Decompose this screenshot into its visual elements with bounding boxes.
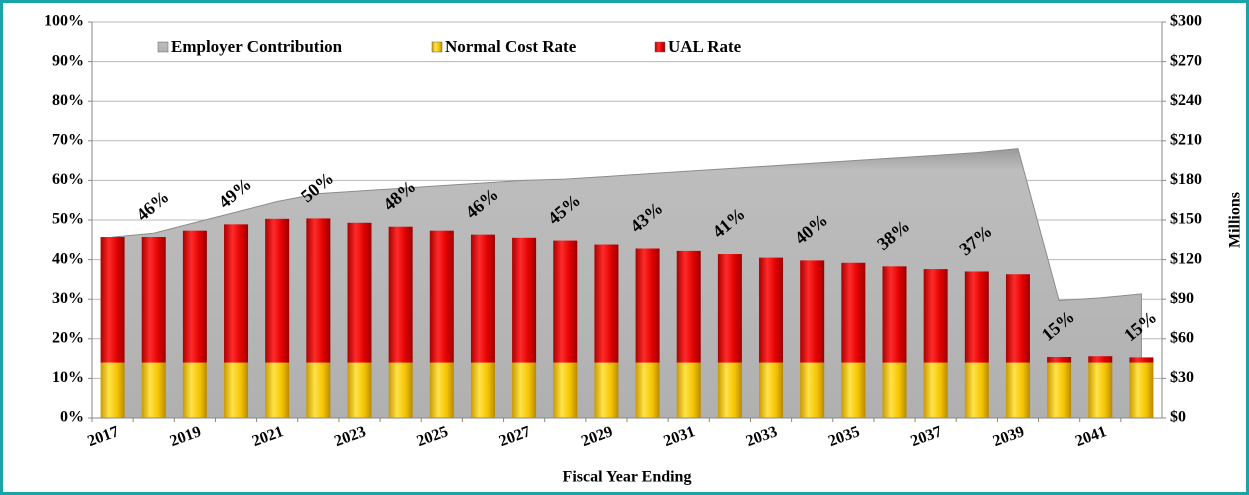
bar xyxy=(635,248,660,363)
y-tick-label: 50% xyxy=(52,211,84,228)
bar xyxy=(759,257,784,363)
x-axis-title: Fiscal Year Ending xyxy=(563,469,692,486)
bar xyxy=(882,362,907,418)
bar xyxy=(1088,362,1113,418)
bar xyxy=(388,226,413,363)
x-tick-label: 2039 xyxy=(991,423,1027,450)
bar xyxy=(100,362,125,418)
data-label: 49% xyxy=(215,174,255,212)
y-tick-label: 40% xyxy=(52,250,84,267)
x-tick-label: 2041 xyxy=(1073,423,1109,450)
y-tick-label: 10% xyxy=(52,369,84,386)
bar xyxy=(347,222,372,363)
bar xyxy=(141,237,166,363)
y-tick-label: 80% xyxy=(52,92,84,109)
y2-tick-label: $210 xyxy=(1170,131,1202,148)
x-tick-label: 2023 xyxy=(332,423,368,450)
bar xyxy=(800,362,825,418)
bar xyxy=(635,362,660,418)
y2-tick-label: $150 xyxy=(1170,211,1202,228)
bar xyxy=(100,237,125,363)
x-tick-label: 2031 xyxy=(661,423,697,450)
y2-tick-label: $30 xyxy=(1170,369,1194,386)
bar xyxy=(512,237,537,363)
bar xyxy=(841,362,866,418)
y2-tick-label: $120 xyxy=(1170,250,1202,267)
bar xyxy=(141,362,166,418)
x-tick-label: 2027 xyxy=(497,423,533,450)
bar xyxy=(841,262,866,363)
x-tick-label: 2037 xyxy=(908,423,944,450)
bar xyxy=(882,266,907,363)
bar xyxy=(676,362,701,418)
y-tick-label: 70% xyxy=(52,131,84,148)
bar xyxy=(512,362,537,418)
bar xyxy=(306,362,331,418)
bar xyxy=(1047,362,1072,418)
legend-label: Normal Cost Rate xyxy=(445,37,577,56)
bar xyxy=(182,230,207,363)
legend-marker xyxy=(157,41,169,53)
bar xyxy=(1005,362,1030,418)
y-tick-label: 30% xyxy=(52,290,84,307)
bar xyxy=(1129,357,1154,363)
data-label: 46% xyxy=(132,186,172,224)
x-tick-label: 2021 xyxy=(250,423,286,450)
bar xyxy=(265,218,290,363)
bar xyxy=(388,362,413,418)
bar xyxy=(429,230,454,363)
bar xyxy=(1129,362,1154,418)
bar xyxy=(1047,357,1072,363)
bar xyxy=(800,260,825,363)
bar xyxy=(182,362,207,418)
legend-marker xyxy=(431,41,443,53)
x-tick-label: 2019 xyxy=(168,423,204,450)
bar xyxy=(923,269,948,363)
y2-axis-title: Millions xyxy=(1227,192,1244,248)
bar xyxy=(594,244,619,363)
y2-tick-label: $270 xyxy=(1170,52,1202,69)
bar xyxy=(717,362,742,418)
bar xyxy=(676,250,701,363)
y-tick-label: 20% xyxy=(52,329,84,346)
bar xyxy=(306,218,331,363)
legend-label: UAL Rate xyxy=(668,37,742,56)
legend-label: Employer Contribution xyxy=(171,37,343,56)
bar xyxy=(964,362,989,418)
y2-tick-label: $180 xyxy=(1170,171,1202,188)
bar xyxy=(717,254,742,363)
y2-tick-label: $90 xyxy=(1170,290,1194,307)
bar xyxy=(429,362,454,418)
bar xyxy=(553,240,578,363)
bar xyxy=(470,362,495,418)
bar xyxy=(224,362,249,418)
x-tick-label: 2029 xyxy=(579,423,615,450)
legend-marker xyxy=(654,41,666,53)
bar xyxy=(347,362,372,418)
y2-tick-label: $300 xyxy=(1170,13,1202,30)
x-tick-label: 2035 xyxy=(826,423,862,450)
bar xyxy=(594,362,619,418)
bar xyxy=(470,234,495,363)
bar xyxy=(759,362,784,418)
y-tick-label: 60% xyxy=(52,171,84,188)
x-tick-label: 2025 xyxy=(415,423,451,450)
bar xyxy=(265,362,290,418)
x-tick-label: 2033 xyxy=(744,423,780,450)
y2-tick-label: $240 xyxy=(1170,92,1202,109)
y-tick-label: 0% xyxy=(60,409,84,426)
bar xyxy=(553,362,578,418)
y-tick-label: 100% xyxy=(44,13,84,30)
bar xyxy=(1005,274,1030,363)
bar xyxy=(964,271,989,363)
bar xyxy=(1088,356,1113,363)
y2-tick-label: $60 xyxy=(1170,329,1194,346)
x-tick-label: 2017 xyxy=(85,423,121,450)
y-tick-label: 90% xyxy=(52,52,84,69)
bar xyxy=(923,362,948,418)
y2-tick-label: $0 xyxy=(1170,409,1186,426)
bar xyxy=(224,224,249,363)
